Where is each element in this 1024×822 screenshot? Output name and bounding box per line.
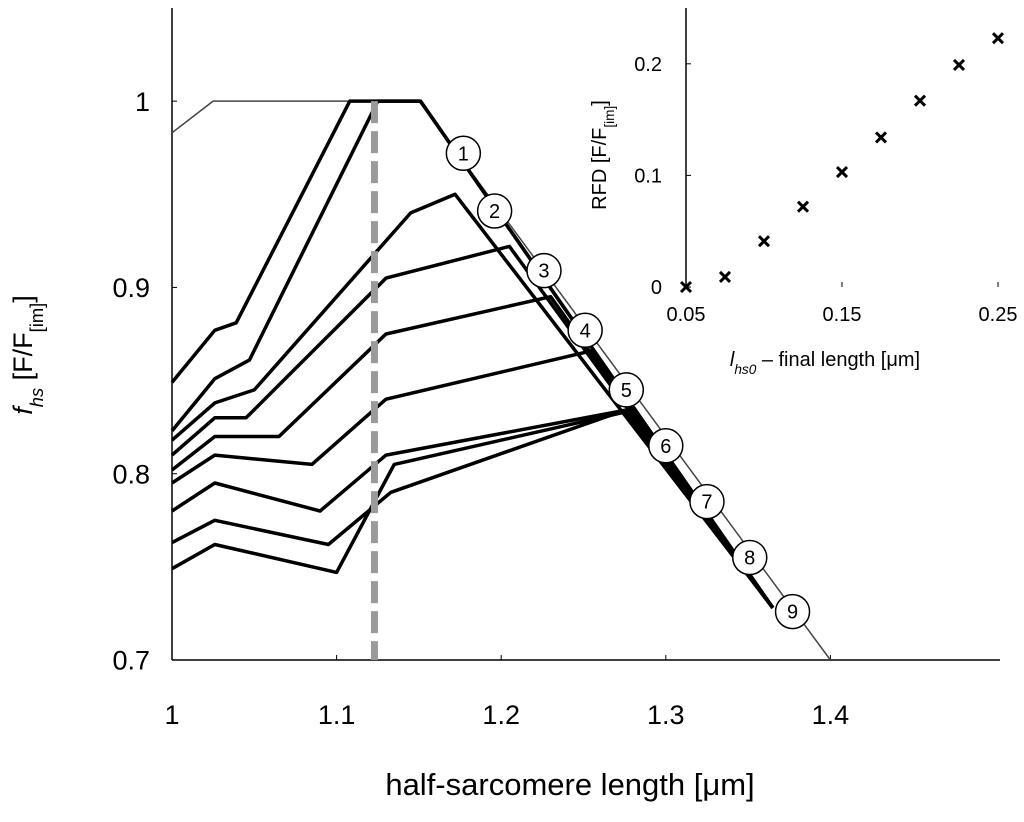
- annotation-circle: [476, 193, 513, 229]
- line-series: [170, 99, 775, 609]
- scatter-point: [991, 32, 1005, 45]
- x-tick-label: 0.25: [979, 304, 1018, 326]
- y-tick-label: 0.2: [634, 54, 662, 76]
- annotation-label: 4: [580, 320, 591, 342]
- marker-stroke: [679, 280, 693, 294]
- annotation-circle: [608, 372, 645, 408]
- label-part: – final length [μm]: [756, 349, 920, 371]
- line-series: [170, 192, 775, 609]
- y-tick-label: 0.1: [634, 166, 662, 188]
- x-axis-label: half-sarcomere length [μm]: [385, 767, 754, 802]
- label-part: hs: [26, 388, 47, 407]
- line-series: [170, 294, 775, 609]
- annotation-label: 7: [701, 492, 712, 514]
- label-part: f: [8, 405, 38, 415]
- annotation-circle: [445, 135, 482, 172]
- y-tick-label: 0.8: [112, 459, 150, 489]
- label-part: ]: [8, 295, 38, 303]
- y-tick-label: 0.9: [112, 273, 150, 303]
- annotation-circle: [774, 593, 811, 630]
- label-part: [im]: [26, 303, 47, 333]
- scatter-point: [757, 235, 771, 248]
- annotation-circle: [567, 312, 603, 349]
- x-axis-label: lhs0 – final length [μm]: [730, 349, 920, 377]
- line-series: [171, 100, 832, 661]
- marker-stroke: [796, 200, 810, 213]
- x-tick-label: 1.1: [318, 700, 356, 730]
- annotation-label: 1: [458, 143, 469, 165]
- marker-stroke: [991, 32, 1005, 45]
- marker-stroke: [718, 270, 732, 284]
- x-tick-label: 1.3: [647, 700, 685, 730]
- scatter-point: [679, 280, 693, 294]
- annotation-label: 8: [744, 548, 755, 570]
- line-series: [171, 349, 775, 609]
- label-part: hs0: [734, 362, 756, 377]
- scatter-point: [913, 94, 927, 107]
- annotation-circle: [648, 428, 684, 464]
- y-axis-label: RFD [F/F[im]]: [589, 100, 617, 210]
- x-tick-label: 1.4: [812, 700, 850, 730]
- scatter-point: [718, 270, 732, 284]
- scatter-point: [835, 165, 849, 179]
- scatter-point: [796, 200, 810, 213]
- x-tick-label: 0.15: [823, 304, 862, 326]
- annotation-label: 3: [538, 261, 549, 283]
- label-part: [im]: [602, 106, 617, 128]
- y-tick-label: 1: [135, 87, 150, 117]
- annotation-label: 5: [621, 380, 632, 402]
- x-tick-label: 1.2: [482, 700, 520, 730]
- marker-stroke: [913, 94, 927, 107]
- annotation-label: 2: [489, 201, 500, 223]
- annotation-circle: [526, 252, 562, 289]
- y-tick-label: 0: [651, 277, 662, 299]
- annotation-label: 6: [660, 436, 671, 458]
- annotation-label: 9: [787, 602, 798, 624]
- x-tick-label: 1: [164, 700, 179, 730]
- y-axis-label: fhs [F/F[im]]: [8, 295, 47, 415]
- label-part: ]: [589, 100, 611, 106]
- label-part: [F/F: [8, 332, 38, 388]
- x-tick-label: 0.05: [667, 304, 706, 326]
- y-tick-label: 0.7: [112, 646, 150, 676]
- scatter-point: [874, 131, 888, 144]
- annotation-circle: [731, 539, 768, 576]
- annotation-circle: [689, 483, 725, 520]
- label-part: RFD [F/F: [589, 128, 611, 210]
- line-series: [171, 408, 775, 609]
- marker-stroke: [952, 58, 966, 71]
- line-series: [170, 244, 775, 609]
- marker-stroke: [874, 131, 888, 144]
- marker-stroke: [835, 165, 849, 179]
- scatter-point: [952, 58, 966, 71]
- marker-stroke: [757, 235, 771, 248]
- label-part: l: [730, 349, 735, 371]
